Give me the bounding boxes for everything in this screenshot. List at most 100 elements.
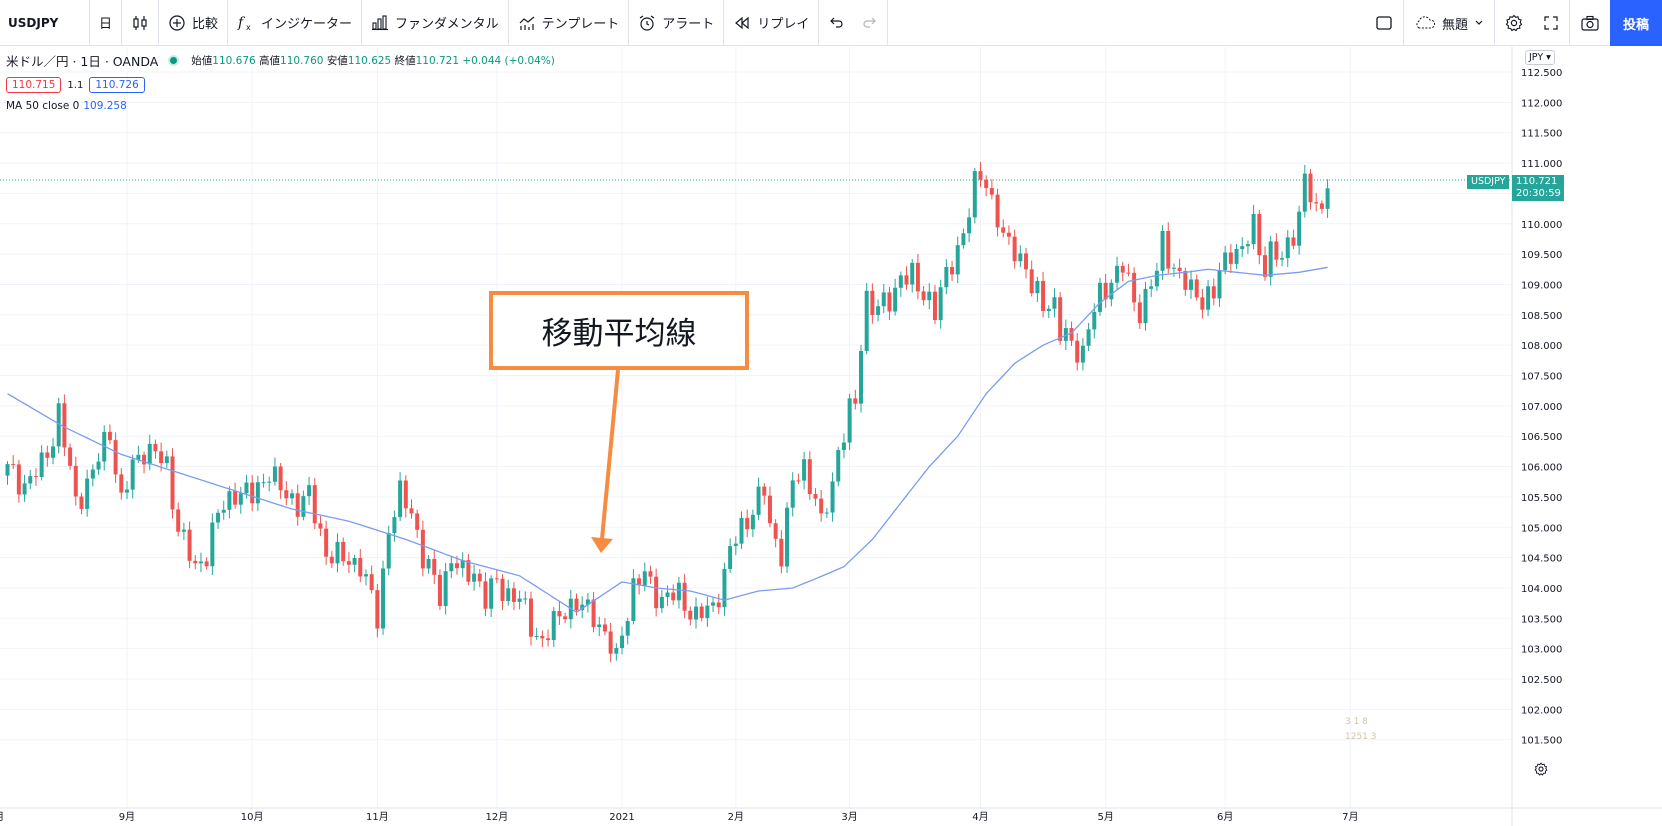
publish-button[interactable]: 投稿 bbox=[1610, 0, 1662, 46]
fundamentals-label: ファンダメンタル bbox=[395, 17, 499, 32]
price-tick-label: 102.000 bbox=[1521, 705, 1562, 716]
watermark-line1: 3 1 8 bbox=[1345, 717, 1368, 727]
price-chart[interactable]: 112.500112.000111.500111.000110.500110.0… bbox=[0, 47, 1662, 826]
currency-button[interactable]: JPY ▾ bbox=[1525, 50, 1555, 65]
candle bbox=[1041, 271, 1046, 318]
interval-button[interactable]: 日 bbox=[90, 0, 123, 46]
undo-button[interactable] bbox=[819, 0, 853, 46]
candle-body bbox=[824, 512, 829, 514]
candle-body bbox=[972, 171, 977, 218]
candle-body bbox=[1058, 297, 1063, 341]
candle-body bbox=[1308, 173, 1313, 203]
candle-body bbox=[1149, 286, 1154, 289]
candle-body bbox=[511, 588, 516, 602]
candle bbox=[864, 282, 869, 355]
undo-icon bbox=[830, 17, 843, 28]
candle bbox=[585, 592, 590, 613]
chart-type-button[interactable] bbox=[122, 0, 160, 46]
alerts-button[interactable]: アラート bbox=[629, 0, 725, 46]
candle bbox=[472, 565, 477, 591]
fundamentals-button[interactable]: ファンダメンタル bbox=[362, 0, 509, 46]
candle-body bbox=[329, 556, 334, 564]
candle-body bbox=[466, 560, 471, 582]
candle bbox=[631, 569, 636, 625]
legend-title[interactable]: 米ドル／円 · 1日 · OANDA bbox=[6, 53, 159, 69]
candle-body bbox=[130, 459, 135, 490]
candle bbox=[642, 562, 647, 592]
candle bbox=[62, 394, 67, 457]
candle bbox=[420, 520, 425, 577]
price-tick-label: 109.000 bbox=[1521, 280, 1562, 291]
candle bbox=[170, 448, 175, 519]
candle bbox=[1194, 274, 1199, 301]
candle bbox=[267, 476, 272, 492]
time-scale[interactable]: 8月 9月 10月 11月 12月 2021 2月 3月 4月 5月 6月 7月 bbox=[0, 811, 1359, 823]
redo-button[interactable] bbox=[853, 0, 889, 46]
candle bbox=[5, 461, 10, 485]
candle-body bbox=[1046, 308, 1051, 312]
candle bbox=[22, 474, 27, 502]
candle bbox=[716, 593, 721, 615]
low-value: 110.625 bbox=[347, 54, 392, 67]
candle-body bbox=[574, 598, 579, 611]
candle-body bbox=[517, 598, 522, 602]
layout-select-button[interactable]: 無題 bbox=[1402, 0, 1494, 46]
candle-body bbox=[68, 447, 73, 466]
candle-body bbox=[659, 596, 664, 609]
publish-label: 投稿 bbox=[1622, 17, 1649, 33]
candle-body bbox=[381, 568, 386, 629]
annotation-box[interactable]: 移動平均線 bbox=[489, 291, 749, 370]
candle bbox=[904, 266, 909, 290]
bar-countdown: 20:30:59 bbox=[1516, 188, 1561, 199]
candle bbox=[870, 283, 875, 324]
candle bbox=[733, 536, 738, 556]
settings-button[interactable] bbox=[1494, 0, 1533, 46]
candle-body bbox=[290, 493, 294, 499]
last-symbol-label: USDJPY bbox=[1467, 175, 1510, 189]
candle-body bbox=[1097, 282, 1102, 312]
candle-body bbox=[1115, 265, 1120, 283]
templates-button[interactable]: テンプレート bbox=[509, 0, 630, 46]
price-scale[interactable]: 112.500112.000111.500111.000110.500110.0… bbox=[1521, 68, 1562, 747]
compare-label: 比較 bbox=[192, 17, 219, 32]
snapshot-button[interactable] bbox=[1569, 0, 1610, 46]
replay-button[interactable]: リプレイ bbox=[724, 0, 820, 46]
plus-circle-icon bbox=[169, 14, 185, 31]
interval-label: 日 bbox=[99, 17, 113, 32]
candle bbox=[995, 188, 1000, 237]
indicators-button[interactable]: f x インジケーター bbox=[228, 0, 363, 46]
candle bbox=[978, 161, 983, 188]
candle-body bbox=[1001, 227, 1006, 233]
candle-body bbox=[910, 262, 915, 285]
candle bbox=[426, 555, 431, 574]
candle bbox=[1268, 235, 1273, 286]
legend-ma-row[interactable]: MA 50 close 0 109.258 bbox=[6, 100, 555, 112]
candle-body bbox=[1268, 241, 1273, 277]
candle bbox=[85, 469, 90, 517]
candle-body bbox=[301, 496, 306, 517]
compare-button[interactable]: 比較 bbox=[159, 0, 229, 46]
candle bbox=[830, 472, 835, 522]
candle bbox=[153, 439, 158, 459]
fullscreen-select-button[interactable] bbox=[1365, 0, 1403, 46]
candle-body bbox=[210, 522, 215, 567]
candle-body bbox=[967, 217, 972, 234]
time-tick-label: 2021 bbox=[609, 812, 634, 823]
candle-body bbox=[107, 431, 112, 441]
buy-button[interactable]: 110.726 bbox=[89, 77, 145, 93]
candle bbox=[255, 475, 260, 512]
fullscreen-button[interactable] bbox=[1533, 0, 1569, 46]
scale-settings-gear-icon[interactable] bbox=[1534, 762, 1548, 776]
symbol-search-button[interactable]: USDJPY bbox=[0, 0, 90, 46]
sell-button[interactable]: 110.715 bbox=[6, 77, 62, 93]
candle bbox=[682, 573, 687, 619]
candle-body bbox=[1092, 311, 1097, 330]
candle bbox=[272, 457, 277, 486]
price-tick-label: 108.500 bbox=[1521, 311, 1562, 322]
candle bbox=[1177, 258, 1182, 279]
candle bbox=[1297, 205, 1302, 255]
candle bbox=[466, 554, 471, 586]
candle-body bbox=[750, 514, 755, 530]
candle-body bbox=[722, 568, 727, 608]
